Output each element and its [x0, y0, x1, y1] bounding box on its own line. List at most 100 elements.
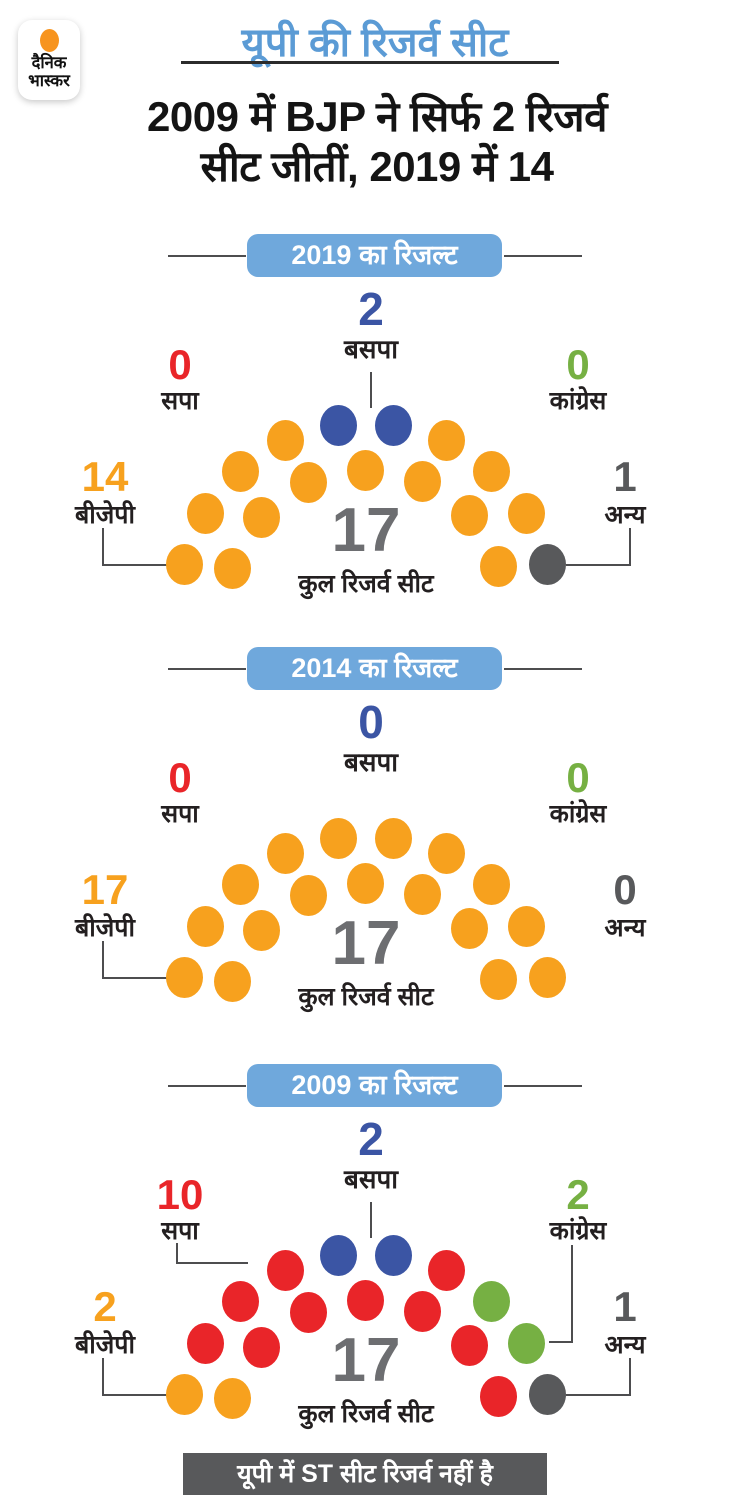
title-underline — [181, 61, 559, 64]
party-count-bsp: 2 — [358, 283, 384, 335]
party-count-sp: 10 — [156, 1171, 204, 1218]
seat-dot-bsp — [375, 1235, 412, 1276]
badge-flank-line-left — [168, 1085, 246, 1087]
party-name-label-other: अन्य — [604, 914, 646, 942]
seat-dot-bjp — [187, 906, 224, 947]
connector-line-other — [566, 1394, 631, 1396]
seat-dot-sp — [222, 1281, 259, 1322]
seat-dot-sp — [290, 1292, 327, 1333]
badge-flank-line-left — [168, 668, 246, 670]
party-count-congress: 0 — [566, 754, 590, 801]
party-name-label-bsp: बसपा — [344, 334, 398, 364]
party-count-other: 1 — [613, 453, 637, 500]
seat-dot-bjp — [290, 462, 327, 503]
seat-dot-bjp — [166, 1374, 203, 1415]
party-name-label-congress: कांग्रेस — [549, 800, 607, 828]
total-seats-count: 17 — [331, 496, 401, 565]
party-name-label-bjp: बीजेपी — [75, 1331, 135, 1359]
party-count-bjp: 2 — [93, 1283, 117, 1330]
connector-line-bjp — [102, 977, 170, 979]
connector-line-bjp — [102, 941, 104, 979]
seat-dot-bjp — [404, 874, 441, 915]
brand-dot-icon — [39, 29, 59, 52]
seat-dot-bjp — [290, 875, 327, 916]
connector-line-bsp — [370, 372, 372, 408]
connector-line-sp — [176, 1262, 248, 1264]
connector-line-bsp — [370, 1202, 372, 1238]
party-name-label-sp: सपा — [161, 800, 199, 828]
party-name-label-congress: कांग्रेस — [549, 387, 607, 415]
headline: 2009 में BJP ने सिर्फ 2 रिजर्व सीट जीतीं… — [12, 92, 730, 191]
seat-dot-bjp — [473, 864, 510, 905]
seat-dot-bsp — [320, 1235, 357, 1276]
seat-dot-bjp — [214, 548, 251, 589]
seat-dot-bjp — [404, 461, 441, 502]
seat-dot-bjp — [428, 420, 465, 461]
footer-note-bar: यूपी में ST सीट रिजर्व नहीं है — [183, 1453, 547, 1495]
seat-dot-sp — [404, 1291, 441, 1332]
page-title: यूपी की रिजर्व सीट — [241, 21, 509, 65]
seat-dot-bjp — [508, 906, 545, 947]
headline-line2: सीट जीतीं, 2019 में 14 — [200, 142, 554, 190]
badge-flank-line-right — [504, 255, 582, 257]
party-count-bjp: 17 — [81, 866, 129, 913]
connector-line-congress — [549, 1341, 573, 1343]
seat-dot-bjp — [375, 818, 412, 859]
seat-dot-sp — [480, 1376, 517, 1417]
badge-flank-line-right — [504, 668, 582, 670]
badge-flank-line-left — [168, 255, 246, 257]
section-badge: 2019 का रिजल्ट — [247, 234, 502, 277]
seat-dot-bjp — [451, 908, 488, 949]
seat-dot-sp — [347, 1280, 384, 1321]
seat-dot-bjp — [428, 833, 465, 874]
brand-name-line2: भास्कर — [28, 71, 70, 90]
party-count-other: 0 — [613, 866, 637, 913]
seat-dot-congress — [473, 1281, 510, 1322]
seat-dot-bjp — [166, 957, 203, 998]
seat-dot-congress — [508, 1323, 545, 1364]
seat-dot-sp — [451, 1325, 488, 1366]
seat-dot-bjp — [222, 451, 259, 492]
party-name-label-bsp: बसपा — [344, 1164, 398, 1194]
seat-dot-bjp — [166, 544, 203, 585]
party-count-sp: 0 — [168, 341, 192, 388]
section-badge: 2014 का रिजल्ट — [247, 647, 502, 690]
party-name-label-bsp: बसपा — [344, 747, 398, 777]
seat-dot-bjp — [267, 420, 304, 461]
connector-line-bjp — [102, 564, 170, 566]
party-count-sp: 0 — [168, 754, 192, 801]
seat-dot-bsp — [320, 405, 357, 446]
party-count-bjp: 14 — [81, 453, 129, 500]
badge-flank-line-right — [504, 1085, 582, 1087]
connector-line-bjp — [102, 1358, 104, 1396]
seat-dot-sp — [187, 1323, 224, 1364]
party-count-bsp: 0 — [358, 696, 384, 748]
seat-dot-bjp — [267, 833, 304, 874]
seat-dot-bjp — [480, 546, 517, 587]
party-name-label-sp: सपा — [161, 1217, 199, 1245]
seat-dot-bjp — [320, 818, 357, 859]
connector-line-other — [629, 528, 631, 566]
party-name-label-bjp: बीजेपी — [75, 501, 135, 529]
total-seats-label: कुल रिजर्व सीट — [298, 1400, 434, 1428]
total-seats-label: कुल रिजर्व सीट — [298, 570, 434, 598]
party-count-bsp: 2 — [358, 1113, 384, 1165]
party-name-label-congress: कांग्रेस — [549, 1217, 607, 1245]
party-name-label-other: अन्य — [604, 1331, 646, 1359]
total-seats-count: 17 — [331, 909, 401, 978]
party-name-label-bjp: बीजेपी — [75, 914, 135, 942]
seat-dot-bjp — [480, 959, 517, 1000]
headline-line1: 2009 में BJP ने सिर्फ 2 रिजर्व — [147, 93, 607, 140]
total-seats-label: कुल रिजर्व सीट — [298, 983, 434, 1011]
seat-dot-bsp — [375, 405, 412, 446]
seat-dot-bjp — [214, 961, 251, 1002]
seat-dot-bjp — [529, 957, 566, 998]
party-name-label-other: अन्य — [604, 501, 646, 529]
seat-dot-sp — [243, 1327, 280, 1368]
party-count-other: 1 — [613, 1283, 637, 1330]
section-badge: 2009 का रिजल्ट — [247, 1064, 502, 1107]
party-count-congress: 0 — [566, 341, 590, 388]
connector-line-bjp — [102, 528, 104, 566]
connector-line-congress — [571, 1245, 573, 1342]
